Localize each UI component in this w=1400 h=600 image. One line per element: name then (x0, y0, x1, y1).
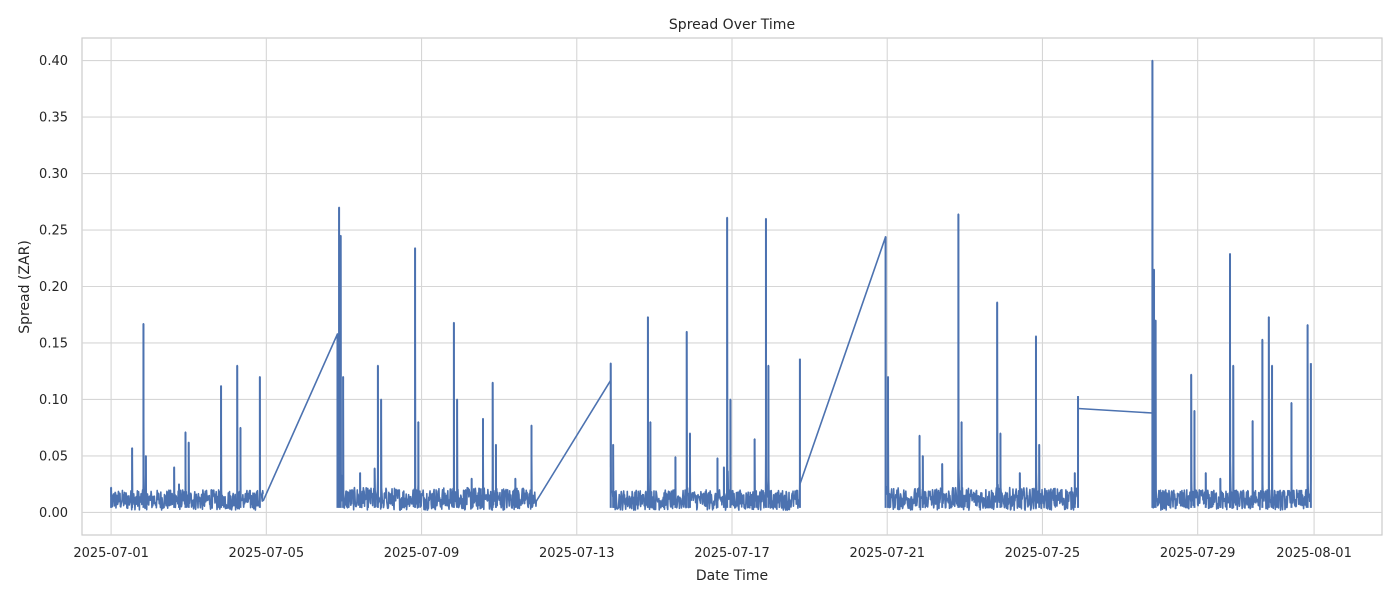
x-tick-label: 2025-07-01 (73, 546, 149, 561)
y-tick-label: 0.05 (39, 449, 68, 464)
x-tick-label: 2025-07-29 (1160, 546, 1236, 561)
x-axis-label: Date Time (696, 568, 768, 584)
x-tick-label: 2025-07-13 (539, 546, 615, 561)
gap-connector (535, 379, 612, 502)
chart-title: Spread Over Time (669, 17, 795, 33)
x-tick-label: 2025-07-25 (1005, 546, 1081, 561)
y-tick-label: 0.15 (39, 336, 68, 351)
y-tick-label: 0.35 (39, 111, 68, 126)
x-axis-ticks: 2025-07-01 2025-07-05 2025-07-09 2025-07-13… (73, 546, 1352, 561)
x-tick-label: 2025-08-01 (1276, 546, 1352, 561)
y-axis-label: Spread (ZAR) (17, 240, 33, 334)
y-tick-label: 0.20 (39, 280, 68, 295)
series-segment (336, 206, 538, 511)
gap-connector (262, 333, 339, 502)
x-tick-label: 2025-07-17 (694, 546, 770, 561)
x-tick-label: 2025-07-09 (384, 546, 460, 561)
x-tick-label: 2025-07-05 (229, 546, 305, 561)
series-segment (1151, 59, 1312, 511)
series-spread (110, 59, 1312, 511)
grid (82, 38, 1382, 535)
y-tick-label: 0.25 (39, 224, 68, 239)
y-tick-label: 0.00 (39, 506, 68, 521)
y-tick-label: 0.30 (39, 167, 68, 182)
x-tick-label: 2025-07-21 (849, 546, 925, 561)
gap-connector (799, 236, 887, 485)
y-axis-ticks: 0.00 0.05 0.10 0.15 0.20 0.25 0.30 0.35 0.40 (39, 54, 68, 521)
gap-connector (1077, 407, 1153, 414)
y-tick-label: 0.40 (39, 54, 68, 69)
y-tick-label: 0.10 (39, 393, 68, 408)
series-segment (884, 213, 1079, 511)
